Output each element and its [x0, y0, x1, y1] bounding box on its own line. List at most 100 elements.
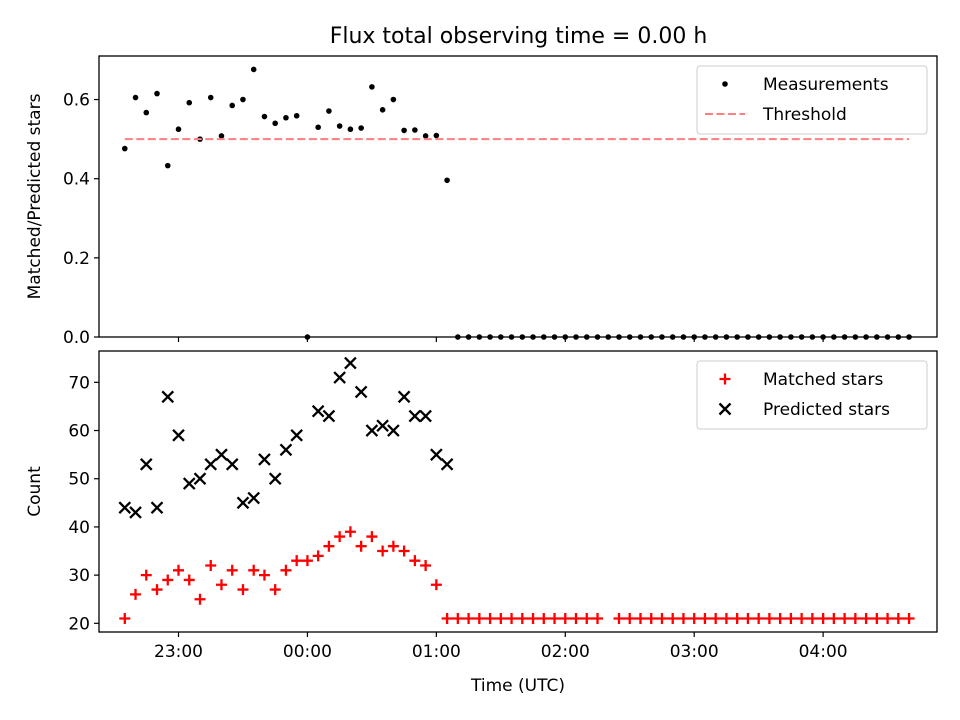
matched-star-point	[731, 613, 743, 625]
top-axes-frame	[98, 55, 938, 338]
measurement-point	[315, 124, 321, 131]
bottom-xtick-label: 04:00	[799, 642, 848, 662]
predicted-star-point	[161, 390, 175, 404]
bottom-ytick-label: 20	[68, 614, 90, 634]
bottom-legend-label: Predicted stars	[763, 400, 890, 420]
matched-star-point	[258, 569, 270, 581]
predicted-star-point	[247, 491, 261, 505]
matched-star-point	[430, 579, 442, 591]
bottom-xtick-label: 02:00	[541, 642, 590, 662]
matched-star-point	[366, 531, 378, 543]
measurement-point	[186, 99, 193, 106]
matched-star-point	[613, 613, 625, 625]
matched-star-point	[355, 540, 367, 552]
bottom-ylabel: Count	[25, 466, 45, 517]
matched-star-point	[301, 555, 313, 567]
predicted-star-point	[139, 457, 153, 471]
matched-star-point	[763, 613, 775, 625]
measurement-point	[175, 126, 182, 133]
bottom-ytick-label: 50	[68, 470, 90, 490]
predicted-star-point	[430, 448, 443, 461]
bottom-ytick-label: 60	[68, 422, 90, 442]
matched-star-point	[688, 613, 700, 625]
predicted-star-point	[258, 453, 271, 466]
matched-star-point	[194, 593, 206, 605]
measurement-point	[132, 94, 139, 101]
measurement-point	[422, 133, 429, 139]
matched-star-point	[398, 545, 410, 557]
bottom-xtick-label: 23:00	[154, 642, 203, 662]
predicted-star-point	[322, 409, 336, 423]
top-ylabel: Matched/Predicted stars	[25, 93, 45, 299]
matched-star-point	[226, 564, 238, 576]
matched-star-point	[828, 613, 840, 625]
predicted-star-point	[354, 385, 368, 399]
predicted-star-point	[387, 424, 400, 437]
matched-star-point	[323, 540, 335, 552]
top-data-marks	[121, 66, 912, 340]
predicted-star-point	[344, 356, 357, 370]
matched-star-point	[581, 613, 593, 625]
matched-star-point	[710, 613, 722, 625]
matched-star-point	[839, 613, 851, 625]
measurement-point	[250, 66, 257, 73]
measurement-point	[347, 126, 354, 133]
matched-star-point	[409, 555, 421, 567]
top-legend-label: Measurements	[763, 75, 889, 95]
matched-star-point	[527, 613, 539, 625]
matched-star-point	[377, 545, 389, 557]
matched-star-point	[334, 531, 346, 543]
predicted-star-point	[279, 443, 293, 457]
measurement-point	[272, 120, 278, 127]
bottom-legend-box	[696, 360, 928, 430]
measurement-point	[207, 94, 214, 101]
predicted-star-point	[225, 457, 239, 471]
measurement-point	[433, 132, 440, 139]
matched-star-point	[624, 613, 636, 625]
predicted-star-point	[172, 429, 185, 442]
matched-star-point	[570, 613, 582, 625]
top-ytick-label: 0.0	[63, 328, 90, 348]
matched-star-point	[183, 574, 195, 586]
matched-star-point	[237, 584, 249, 596]
matched-star-point	[817, 613, 829, 625]
matched-star-point	[119, 613, 131, 625]
matched-star-point	[312, 550, 324, 562]
matched-star-point	[882, 613, 894, 625]
matched-star-point	[215, 579, 227, 591]
matched-star-point	[484, 613, 496, 625]
predicted-star-point	[129, 506, 142, 519]
matched-star-point	[753, 613, 765, 625]
matched-star-point	[806, 613, 818, 625]
bottom-ytick-label: 40	[68, 518, 90, 538]
matched-star-point	[677, 613, 689, 625]
measurement-point	[240, 96, 246, 103]
legend-predicted-key	[718, 402, 732, 416]
measurement-point	[143, 109, 150, 116]
matched-star-point	[162, 574, 174, 586]
measurement-point	[154, 90, 160, 97]
legend-measurements-key	[722, 81, 728, 87]
matched-star-point	[720, 613, 732, 625]
matched-star-point	[130, 588, 142, 600]
predicted-star-point	[408, 409, 422, 423]
matched-star-point	[667, 613, 679, 625]
matched-star-point	[506, 613, 518, 625]
matched-star-point	[892, 613, 904, 625]
matched-star-point	[441, 613, 453, 625]
predicted-star-point	[193, 472, 207, 486]
top-legend-label: Threshold	[762, 105, 847, 125]
matched-star-point	[452, 613, 464, 625]
bottom-data-marks	[118, 356, 915, 625]
figure-title: Flux total observing time = 0.00 h	[330, 24, 708, 49]
bottom-legend-label: Matched stars	[763, 370, 883, 390]
matched-star-point	[173, 564, 185, 576]
matched-star-point	[291, 555, 303, 567]
matched-star-point	[871, 613, 883, 625]
top-legend: Measurements Threshold	[696, 65, 928, 135]
matched-star-point	[742, 613, 754, 625]
bottom-ytick-label: 30	[68, 566, 90, 586]
predicted-star-point	[268, 472, 282, 486]
matched-star-point	[634, 613, 646, 625]
